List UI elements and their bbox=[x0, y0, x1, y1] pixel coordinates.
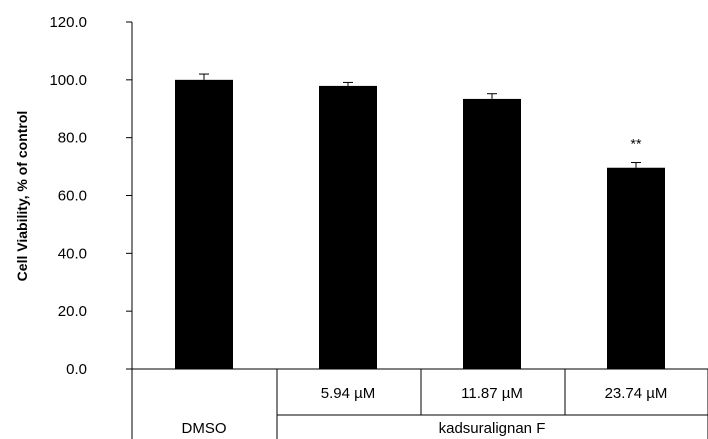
bars: ** bbox=[175, 73, 665, 370]
x-category-label: 5.94 µM bbox=[321, 385, 376, 402]
y-tick-label: 100.0 bbox=[49, 72, 87, 89]
x-category-label: 23.74 µM bbox=[605, 385, 668, 402]
group-label-treatment: kadsuralignan F bbox=[439, 420, 546, 437]
y-ticks: 0.0 20.0 40.0 60.0 80.0 100.0 120.0 bbox=[49, 14, 132, 378]
y-tick-label: 20.0 bbox=[58, 303, 87, 320]
bar bbox=[607, 167, 665, 369]
y-tick-label: 0.0 bbox=[66, 361, 87, 378]
y-axis-title: Cell Viability, % of control bbox=[14, 111, 30, 282]
x-category-labels: 5.94 µM 11.87 µM 23.74 µM bbox=[321, 385, 668, 402]
y-tick-label: 120.0 bbox=[49, 14, 87, 31]
y-tick-label: 60.0 bbox=[58, 188, 87, 205]
x-category-label: 11.87 µM bbox=[461, 385, 523, 402]
bar bbox=[319, 85, 377, 370]
y-tick-label: 80.0 bbox=[58, 130, 87, 147]
significance-label: ** bbox=[631, 136, 642, 152]
bar bbox=[463, 98, 521, 369]
y-tick-label: 40.0 bbox=[58, 245, 87, 262]
group-label-control: DMSO bbox=[182, 420, 227, 437]
bar bbox=[175, 79, 233, 369]
